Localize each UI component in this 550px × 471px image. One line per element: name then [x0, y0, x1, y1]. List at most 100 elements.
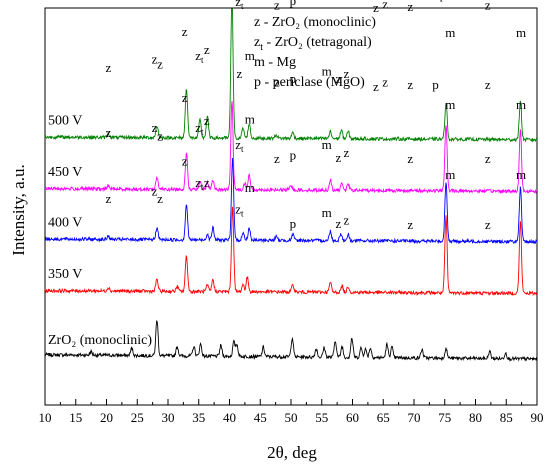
series-group: [44, 8, 538, 363]
series-label: 450 V: [48, 165, 82, 180]
series-label: 350 V: [48, 267, 82, 282]
peak-label: z: [105, 125, 111, 140]
legend-text: - ZrO₂ (monoclinic): [260, 15, 376, 30]
x-tick-label: 70: [408, 410, 421, 425]
peak-label: z: [182, 24, 188, 39]
series-label: 500 V: [48, 113, 82, 128]
peak-label: z: [157, 128, 163, 143]
peak-label: p: [290, 71, 297, 86]
peak-label-sub: t: [201, 127, 204, 137]
peak-label: z: [274, 74, 280, 89]
peak-label: m: [445, 97, 455, 112]
peak-label: p: [290, 0, 297, 8]
peak-label: z: [274, 151, 280, 166]
peak-label: m: [516, 97, 526, 112]
peak-label: z: [204, 113, 210, 128]
peak-label: zt: [235, 0, 244, 11]
peak-label: z: [485, 151, 491, 166]
legend-symbol: z: [254, 15, 260, 30]
peak-label: z: [105, 191, 111, 206]
peak-label: z: [382, 0, 388, 11]
x-tick-label: 90: [531, 410, 544, 425]
peak-label: m: [245, 112, 255, 127]
peak-label: p: [290, 148, 297, 163]
legend-symbol-sub: t: [260, 42, 263, 53]
series-line: [44, 206, 538, 297]
legend-symbol: z: [254, 35, 260, 50]
peak-label: m: [322, 64, 332, 79]
peak-label-sub: t: [241, 209, 244, 219]
legend-text: - periclase (MgO): [261, 75, 365, 90]
x-tick-label: 30: [162, 410, 175, 425]
peak-label: m: [516, 25, 526, 40]
peak-label: z: [407, 0, 413, 14]
peak-label: z: [105, 60, 111, 75]
peak-label: p: [290, 216, 297, 231]
peak-label: z: [182, 154, 188, 169]
peak-label: m: [245, 180, 255, 195]
peak-label-sub: t: [241, 144, 244, 154]
peak-label: z: [152, 120, 158, 135]
y-axis-title: Intensity, a.u.: [9, 164, 28, 255]
peak-labels: zzzzztzmztmzpmzzzzzpmzmzzzzztzzmzpmzzzzz…: [105, 0, 526, 232]
peak-label: m: [322, 0, 332, 2]
x-tick-label: 85: [500, 410, 513, 425]
x-tick-label: 50: [285, 410, 298, 425]
peak-label: z: [373, 79, 379, 94]
peak-label: z: [152, 52, 158, 67]
peak-label: z: [485, 0, 491, 13]
x-tick-label: 45: [254, 410, 267, 425]
peak-label: zt: [195, 120, 204, 137]
peak-label: z: [407, 151, 413, 166]
peak-label: z: [236, 66, 242, 81]
peak-label: z: [335, 216, 341, 231]
peak-label: m: [322, 205, 332, 220]
peak-label: zt: [235, 202, 244, 219]
legend-entry: z - ZrO₂ (monoclinic): [254, 15, 376, 30]
peak-label: m: [445, 167, 455, 182]
x-tick-label: 60: [346, 410, 359, 425]
peak-label-sub: t: [241, 1, 244, 11]
legend-entry: m - Mg: [254, 55, 296, 70]
x-tick-label: 15: [69, 410, 82, 425]
legend-entry: p - periclase (MgO): [254, 75, 365, 90]
peak-label: z: [407, 217, 413, 232]
peak-label: z: [343, 145, 349, 160]
peak-label: z: [485, 217, 491, 232]
peak-label: p: [432, 77, 439, 92]
x-tick-label: 10: [39, 410, 52, 425]
peak-label: zt: [195, 175, 204, 192]
series-line: [44, 8, 538, 143]
peak-label-sub: t: [201, 182, 204, 192]
peak-label: m: [516, 167, 526, 182]
peak-label: p: [440, 0, 447, 2]
peak-label: z: [204, 175, 210, 190]
peak-label-sub: t: [201, 55, 204, 65]
legend-text: - Mg: [265, 55, 296, 70]
peak-label: z: [157, 56, 163, 71]
x-tick-label: 80: [469, 410, 482, 425]
peak-label: z: [335, 0, 341, 2]
peak-label: z: [157, 191, 163, 206]
peak-label: z: [335, 150, 341, 165]
x-tick-label: 75: [438, 410, 451, 425]
x-tick-label: 55: [315, 410, 328, 425]
series-label: 400 V: [48, 215, 82, 230]
peak-label: z: [485, 77, 491, 92]
peak-label: z: [274, 0, 280, 13]
peak-label: m: [445, 25, 455, 40]
peak-label: z: [182, 90, 188, 105]
series-label: ZrO₂ (monoclinic): [48, 333, 152, 348]
series-labels: ZrO₂ (monoclinic) 350 V 400 V 450 V 500 V: [48, 113, 152, 348]
peak-label: z: [204, 42, 210, 57]
peak-label: z: [373, 0, 379, 15]
axes: 2θ, deg Intensity, a.u. 10 15 20 25 30 35 40 45…: [9, 164, 544, 462]
peak-label: z: [343, 66, 349, 81]
legend-symbol: p: [254, 75, 261, 90]
peak-label: zt: [195, 48, 204, 65]
peak-label: z: [152, 184, 158, 199]
legend-entry: zt - ZrO₂ (tetragonal): [254, 35, 372, 53]
x-tick-label: 25: [131, 410, 144, 425]
peak-label: z: [407, 77, 413, 92]
